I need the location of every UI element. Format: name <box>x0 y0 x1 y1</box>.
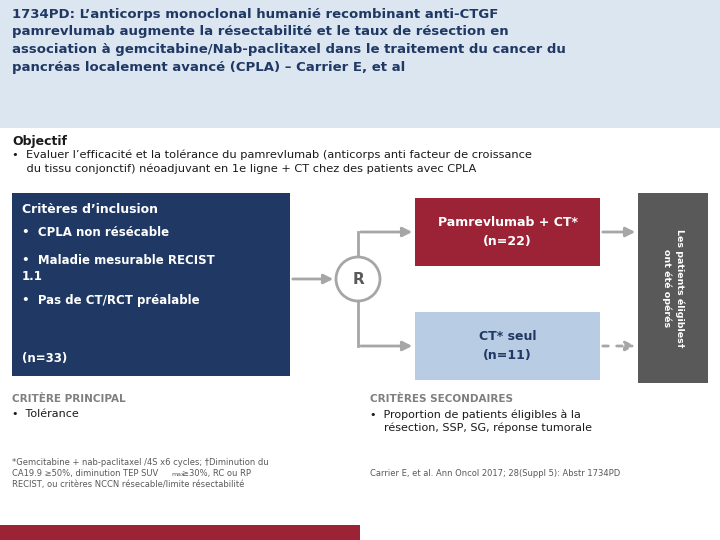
Text: *Gemcitabine + nab-paclitaxel /4S x6 cycles; †Diminution du: *Gemcitabine + nab-paclitaxel /4S x6 cyc… <box>12 458 269 467</box>
FancyBboxPatch shape <box>0 525 360 540</box>
FancyBboxPatch shape <box>12 193 290 376</box>
Text: CA19.9 ≥50%, diminution TEP SUV: CA19.9 ≥50%, diminution TEP SUV <box>12 469 158 478</box>
Text: max: max <box>171 472 185 477</box>
Text: Critères d’inclusion: Critères d’inclusion <box>22 203 158 216</box>
Text: Objectif: Objectif <box>12 135 67 148</box>
Text: Carrier E, et al. Ann Oncol 2017; 28(Suppl 5): Abstr 1734PD: Carrier E, et al. Ann Oncol 2017; 28(Sup… <box>370 469 620 478</box>
Text: CRITÈRE PRINCIPAL: CRITÈRE PRINCIPAL <box>12 394 125 404</box>
Text: •  Evaluer l’efficacité et la tolérance du pamrevlumab (anticorps anti facteur d: • Evaluer l’efficacité et la tolérance d… <box>12 150 532 174</box>
Text: (n=33): (n=33) <box>22 352 67 365</box>
FancyBboxPatch shape <box>415 198 600 266</box>
Text: •  Maladie mesurable RECIST
1.1: • Maladie mesurable RECIST 1.1 <box>22 254 215 283</box>
FancyBboxPatch shape <box>638 193 708 383</box>
FancyBboxPatch shape <box>0 0 720 128</box>
FancyBboxPatch shape <box>415 312 600 380</box>
Text: 1734PD: L’anticorps monoclonal humanié recombinant anti-CTGF
pamrevlumab augment: 1734PD: L’anticorps monoclonal humanié r… <box>12 8 566 73</box>
Text: •  Pas de CT/RCT préalable: • Pas de CT/RCT préalable <box>22 294 199 307</box>
Text: RECIST, ou critères NCCN résecable/limite résectabilité: RECIST, ou critères NCCN résecable/limit… <box>12 480 244 489</box>
Circle shape <box>336 257 380 301</box>
Text: Les patients éligibles†
ont été opérés: Les patients éligibles† ont été opérés <box>662 229 685 347</box>
Text: •  CPLA non résécable: • CPLA non résécable <box>22 226 169 239</box>
Text: CRITÈRES SECONDAIRES: CRITÈRES SECONDAIRES <box>370 394 513 404</box>
Text: •  Tolérance: • Tolérance <box>12 409 78 419</box>
Text: ≥30%, RC ou RP: ≥30%, RC ou RP <box>182 469 251 478</box>
Text: CT* seul
(n=11): CT* seul (n=11) <box>479 330 536 361</box>
Text: •  Proportion de patients éligibles à la
    résection, SSP, SG, réponse tumoral: • Proportion de patients éligibles à la … <box>370 409 592 434</box>
Text: Pamrevlumab + CT*
(n=22): Pamrevlumab + CT* (n=22) <box>438 217 577 247</box>
Text: R: R <box>352 272 364 287</box>
